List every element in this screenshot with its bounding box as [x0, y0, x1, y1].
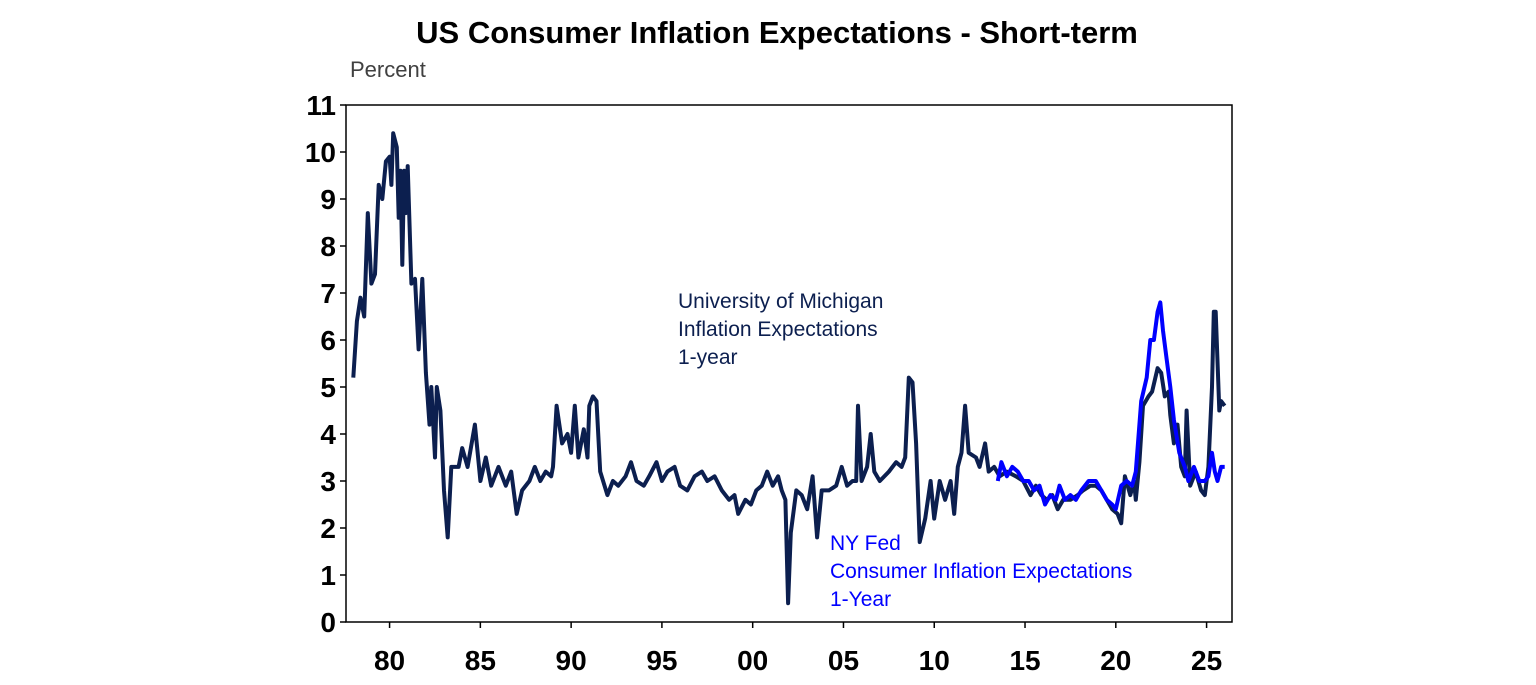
x-tick-label: 95	[646, 645, 677, 676]
y-tick-label: 10	[305, 137, 336, 168]
y-tick-label: 0	[320, 607, 336, 638]
y-axis: 0 1 2 3 4 5 6 7 8 9 10 11	[305, 90, 346, 638]
y-axis-unit-label: Percent	[350, 57, 426, 82]
x-axis: 80 85 90 95 00 05 10 15 20 25	[374, 622, 1222, 676]
nyfed-label-line-1: NY Fed	[830, 532, 901, 555]
x-tick-label: 85	[465, 645, 496, 676]
x-tick-label: 25	[1191, 645, 1222, 676]
y-tick-label: 4	[320, 419, 336, 450]
nyfed-label-line-2: Consumer Inflation Expectations	[830, 560, 1132, 583]
y-tick-label: 1	[320, 560, 336, 591]
series-label-michigan: University of Michigan Inflation Expecta…	[678, 290, 889, 369]
y-tick-label: 3	[320, 466, 336, 497]
y-tick-label: 11	[306, 90, 336, 121]
michigan-label-line-3: 1-year	[678, 346, 738, 369]
nyfed-series-line	[995, 300, 1225, 512]
series-lines	[351, 131, 1227, 606]
michigan-series-line	[351, 131, 1227, 606]
x-tick-label: 80	[374, 645, 405, 676]
y-tick-label: 9	[320, 184, 336, 215]
y-tick-label: 2	[320, 513, 336, 544]
michigan-label-line-2: Inflation Expectations	[678, 318, 878, 341]
y-tick-label: 7	[320, 278, 336, 309]
chart-title: US Consumer Inflation Expectations - Sho…	[416, 15, 1138, 50]
series-label-nyfed: NY Fed Consumer Inflation Expectations 1…	[830, 532, 1138, 611]
y-tick-label: 5	[320, 372, 336, 403]
nyfed-label-line-3: 1-Year	[830, 588, 891, 611]
y-tick-label: 8	[320, 231, 336, 262]
x-tick-label: 00	[737, 645, 768, 676]
x-tick-label: 10	[919, 645, 950, 676]
x-tick-label: 90	[556, 645, 587, 676]
michigan-label-line-1: University of Michigan	[678, 290, 883, 313]
x-tick-label: 05	[828, 645, 859, 676]
plot-area	[345, 104, 1233, 623]
y-tick-label: 6	[320, 325, 336, 356]
x-tick-label: 15	[1009, 645, 1040, 676]
x-tick-label: 20	[1100, 645, 1131, 676]
